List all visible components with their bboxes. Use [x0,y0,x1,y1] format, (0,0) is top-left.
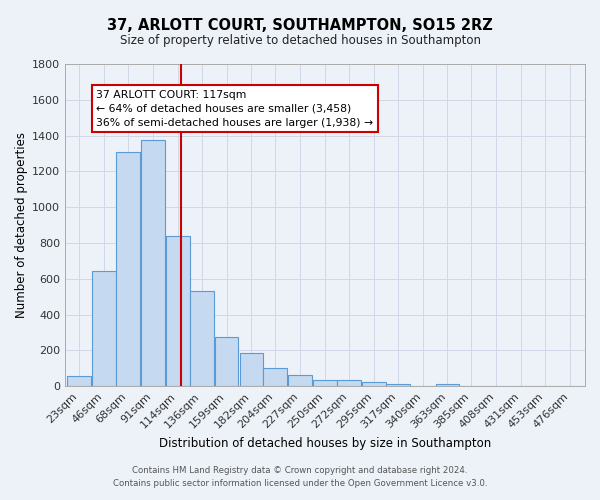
Bar [116,152,140,386]
Text: 37 ARLOTT COURT: 117sqm
← 64% of detached houses are smaller (3,458)
36% of semi: 37 ARLOTT COURT: 117sqm ← 64% of detache… [97,90,373,128]
Bar [215,337,238,386]
Y-axis label: Number of detached properties: Number of detached properties [15,132,28,318]
X-axis label: Distribution of detached houses by size in Southampton: Distribution of detached houses by size … [159,437,491,450]
Bar [362,382,386,386]
Bar [288,374,312,386]
Text: 37, ARLOTT COURT, SOUTHAMPTON, SO15 2RZ: 37, ARLOTT COURT, SOUTHAMPTON, SO15 2RZ [107,18,493,32]
Bar [337,380,361,386]
Bar [386,384,410,386]
Bar [190,292,214,386]
Bar [166,236,190,386]
Bar [239,353,263,386]
Bar [436,384,460,386]
Bar [67,376,91,386]
Bar [263,368,287,386]
Bar [141,140,165,386]
Bar [92,271,116,386]
Text: Contains HM Land Registry data © Crown copyright and database right 2024.
Contai: Contains HM Land Registry data © Crown c… [113,466,487,487]
Text: Size of property relative to detached houses in Southampton: Size of property relative to detached ho… [119,34,481,47]
Bar [313,380,337,386]
